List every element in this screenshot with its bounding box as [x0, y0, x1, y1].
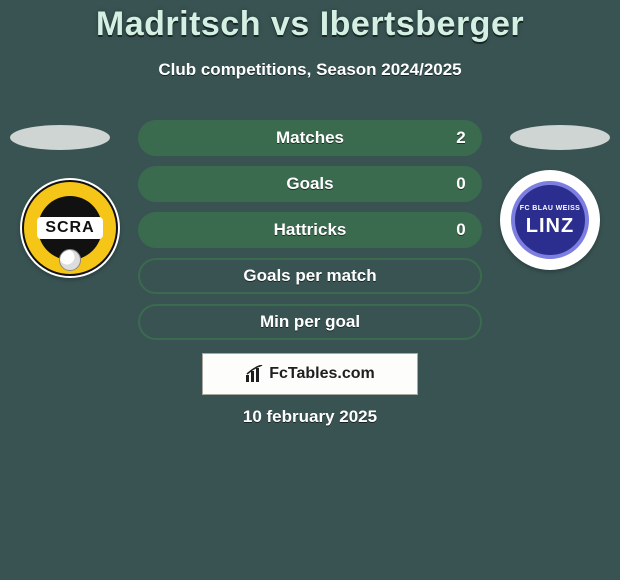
club-badge-left: SCRA	[20, 178, 120, 278]
stat-bars: Matches 2 Goals 0 Hattricks 0 Goals per …	[138, 120, 482, 350]
linz-bottom-text: LINZ	[526, 215, 574, 238]
stat-label: Goals	[140, 168, 480, 200]
stat-row-hattricks: Hattricks 0	[138, 212, 482, 248]
player-shadow-right	[510, 125, 610, 150]
scra-ring: SCRA	[24, 182, 116, 274]
stat-row-matches: Matches 2	[138, 120, 482, 156]
brand-text: FcTables.com	[269, 365, 375, 383]
club-badge-right: FC BLAU WEISS LINZ	[500, 170, 600, 270]
stat-label: Min per goal	[140, 306, 480, 338]
stat-label: Goals per match	[140, 260, 480, 292]
stat-val-right: 2	[446, 122, 476, 154]
stat-label: Matches	[140, 122, 480, 154]
stat-label: Hattricks	[140, 214, 480, 246]
linz-top-text: FC BLAU WEISS	[520, 205, 580, 212]
bar-chart-icon	[245, 365, 265, 383]
page: Madritsch vs Ibertsberger Club competiti…	[0, 0, 620, 580]
stat-val-right: 0	[446, 214, 476, 246]
soccer-ball-icon	[59, 249, 81, 271]
scra-outer: SCRA	[22, 180, 118, 276]
stat-row-goals-per-match: Goals per match	[138, 258, 482, 294]
stat-val-right: 0	[446, 168, 476, 200]
subtitle: Club competitions, Season 2024/2025	[0, 60, 620, 80]
scra-label: SCRA	[37, 217, 102, 239]
linz-outer: FC BLAU WEISS LINZ	[511, 181, 589, 259]
stat-row-min-per-goal: Min per goal	[138, 304, 482, 340]
page-title: Madritsch vs Ibertsberger	[0, 5, 620, 44]
date-text: 10 february 2025	[0, 407, 620, 427]
player-shadow-left	[10, 125, 110, 150]
stat-row-goals: Goals 0	[138, 166, 482, 202]
brand-box[interactable]: FcTables.com	[202, 353, 418, 395]
